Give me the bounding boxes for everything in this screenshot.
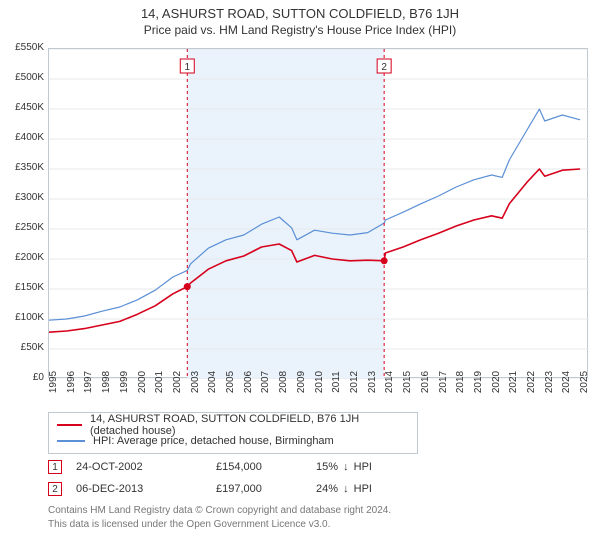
chart-svg: 12 [49,49,589,379]
y-tick-label: £300K [0,192,44,203]
legend-label-hpi: HPI: Average price, detached house, Birm… [93,435,334,447]
chart-title: 14, ASHURST ROAD, SUTTON COLDFIELD, B76 … [0,6,600,21]
transaction-delta-1-suffix: HPI [354,461,372,473]
transaction-row-1: 1 24-OCT-2002 £154,000 15% ↓ HPI [48,456,588,478]
y-tick-label: £0 [0,372,44,383]
y-tick-label: £150K [0,282,44,293]
transaction-marker-1: 1 [48,460,62,474]
x-tick-label: 2025 [579,371,600,393]
transaction-delta-1: 15% ↓ HPI [316,461,416,473]
transaction-marker-1-label: 1 [52,462,58,473]
chart-header: 14, ASHURST ROAD, SUTTON COLDFIELD, B76 … [0,0,600,37]
y-tick-label: £350K [0,162,44,173]
transaction-date-1: 24-OCT-2002 [76,461,216,473]
legend-swatch-hpi [57,440,85,442]
down-arrow-icon: ↓ [343,461,349,473]
transaction-delta-2: 24% ↓ HPI [316,483,416,495]
transaction-price-2: £197,000 [216,483,316,495]
license-text: Contains HM Land Registry data © Crown c… [48,504,588,531]
transaction-marker-2: 2 [48,482,62,496]
y-tick-label: £100K [0,312,44,323]
license-line-2: This data is licensed under the Open Gov… [48,518,588,532]
y-tick-label: £50K [0,342,44,353]
x-axis-labels: 1995199619971998199920002001200220032004… [48,378,588,410]
chart-subtitle: Price paid vs. HM Land Registry's House … [0,23,600,37]
transaction-delta-2-suffix: HPI [354,483,372,495]
legend-item-subject: 14, ASHURST ROAD, SUTTON COLDFIELD, B76 … [57,417,409,433]
transaction-delta-1-pct: 15% [316,461,338,473]
down-arrow-icon: ↓ [343,483,349,495]
legend-swatch-subject [57,424,82,426]
y-tick-label: £400K [0,132,44,143]
y-tick-label: £550K [0,42,44,53]
transaction-marker-2-label: 2 [52,484,58,495]
legend-label-subject: 14, ASHURST ROAD, SUTTON COLDFIELD, B76 … [90,413,409,437]
y-tick-label: £450K [0,102,44,113]
transaction-date-2: 06-DEC-2013 [76,483,216,495]
license-line-1: Contains HM Land Registry data © Crown c… [48,504,588,518]
svg-text:1: 1 [184,62,190,73]
y-tick-label: £250K [0,222,44,233]
svg-text:2: 2 [381,62,387,73]
legend: 14, ASHURST ROAD, SUTTON COLDFIELD, B76 … [48,412,418,454]
plot-area: 12 [48,48,588,378]
y-tick-label: £500K [0,72,44,83]
transaction-delta-2-pct: 24% [316,483,338,495]
transaction-price-1: £154,000 [216,461,316,473]
transactions: 1 24-OCT-2002 £154,000 15% ↓ HPI 2 06-DE… [48,456,588,500]
y-tick-label: £200K [0,252,44,263]
transaction-row-2: 2 06-DEC-2013 £197,000 24% ↓ HPI [48,478,588,500]
